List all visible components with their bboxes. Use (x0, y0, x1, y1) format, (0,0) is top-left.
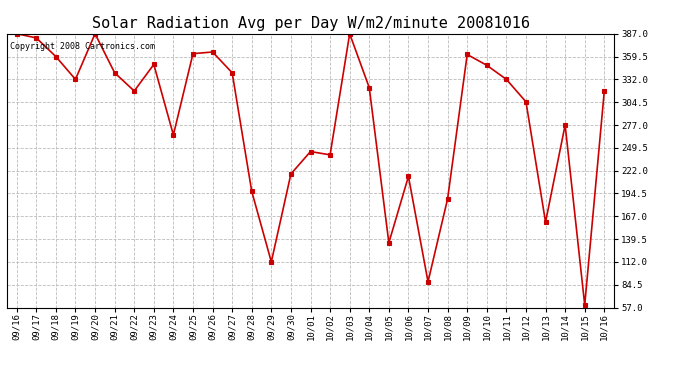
Title: Solar Radiation Avg per Day W/m2/minute 20081016: Solar Radiation Avg per Day W/m2/minute … (92, 16, 529, 31)
Text: Copyright 2008 Cartronics.com: Copyright 2008 Cartronics.com (10, 42, 155, 51)
